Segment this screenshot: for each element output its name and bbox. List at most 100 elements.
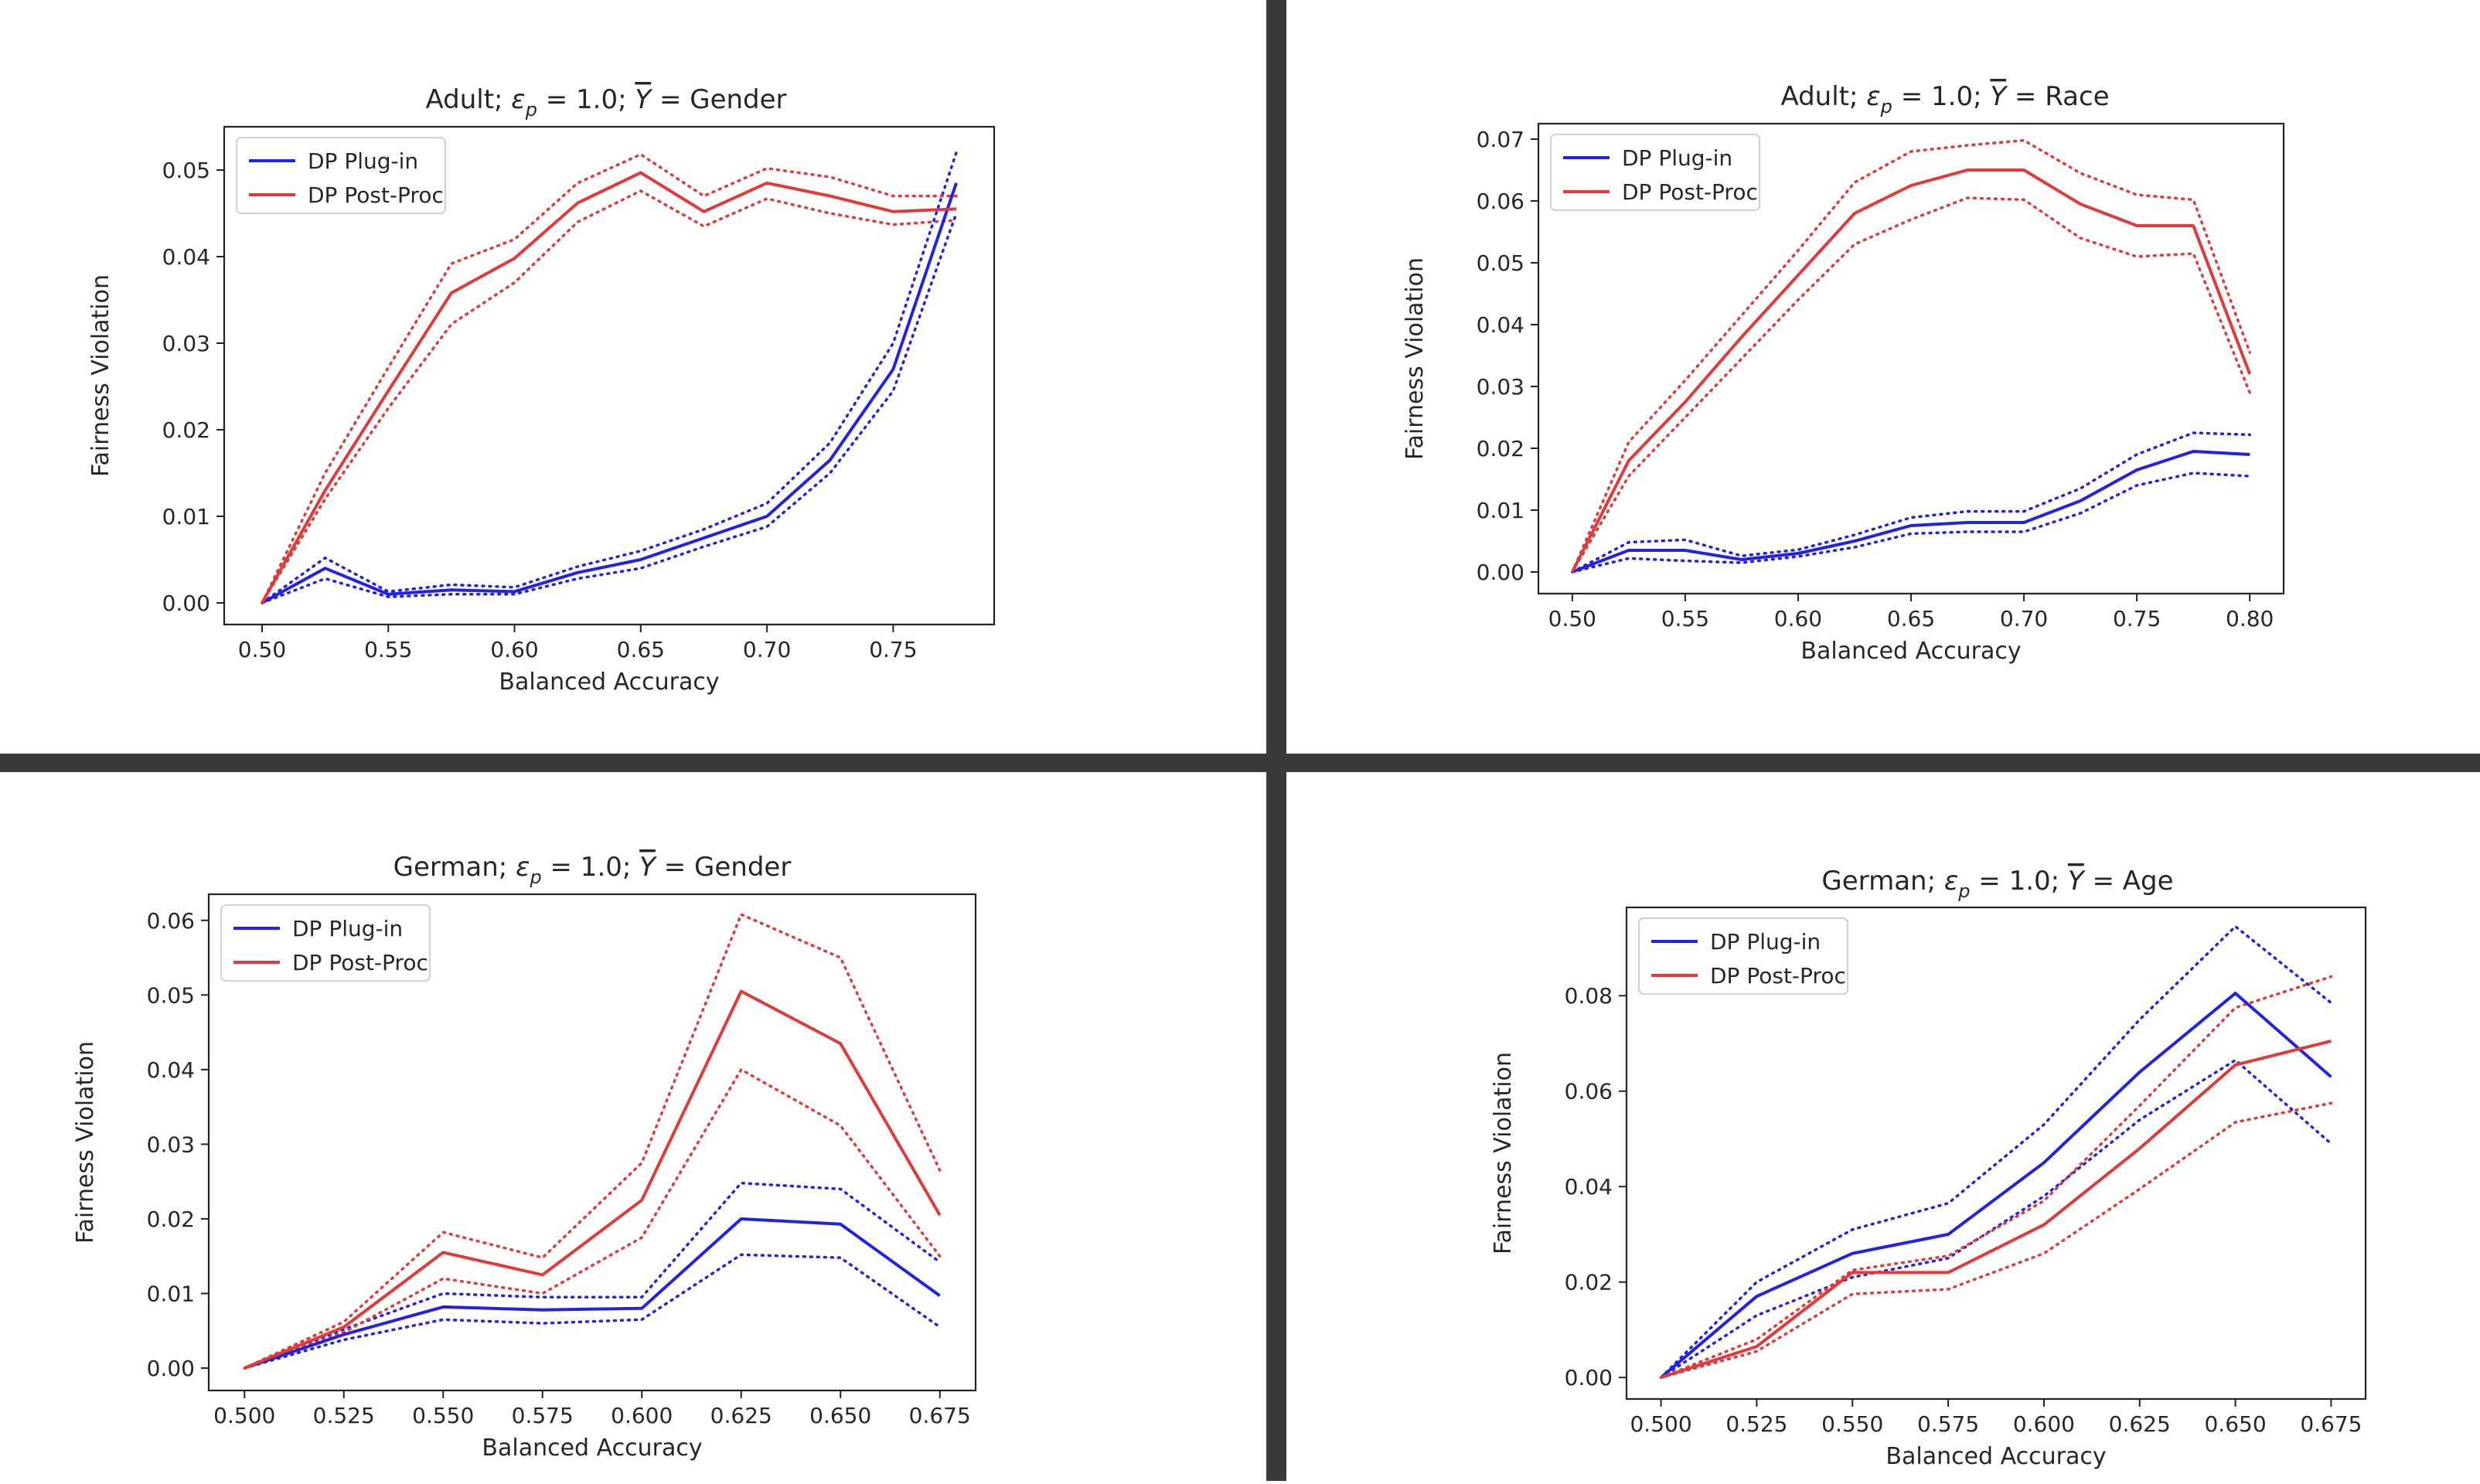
- legend-label-plugin: DP Plug-in: [292, 916, 403, 941]
- legend-label-plugin: DP Plug-in: [308, 148, 418, 174]
- postproc-series-line: [1571, 168, 2252, 573]
- x-tick-label: 0.675: [2300, 1411, 2362, 1437]
- x-axis-label: Balanced Accuracy: [499, 669, 719, 696]
- x-tick-label: 0.55: [364, 637, 412, 662]
- y-tick-label: 0.06: [147, 908, 195, 934]
- postproc-lower-band-line: [1571, 196, 2251, 574]
- y-tick-label: 0.00: [147, 1356, 195, 1381]
- x-tick-label: 0.50: [238, 637, 286, 662]
- postproc-upper-band-line: [1571, 138, 2251, 574]
- y-tick-label: 0.04: [147, 1057, 195, 1083]
- y-tick-label: 0.02: [1477, 436, 1524, 461]
- x-tick-label: 0.650: [2204, 1411, 2266, 1437]
- postproc-lower-band-line: [261, 189, 958, 604]
- x-tick-label: 0.50: [1548, 606, 1596, 631]
- postproc-series-line: [261, 171, 957, 604]
- plugin-lower-band-line: [243, 1253, 942, 1370]
- plot-frame: [223, 125, 996, 626]
- plot-frame: [1625, 906, 2367, 1401]
- x-tick-label: 0.65: [1887, 606, 1935, 631]
- x-tick-label: 0.60: [490, 637, 538, 662]
- postproc-upper-band-line: [261, 152, 958, 604]
- plugin-lower-band-line: [1571, 471, 2251, 574]
- chart-svg: German; εp = 1.0; Y = Gender 0.500 0.525 0.…: [72, 852, 977, 1462]
- y-tick-label: 0.05: [162, 158, 210, 183]
- chart-svg: Adult; εp = 1.0; Y = Race 0.50 0.55 0.60 0.6…: [1402, 81, 2285, 665]
- postproc-lower-band-line: [243, 1067, 942, 1370]
- y-tick-label: 0.07: [1477, 127, 1524, 152]
- y-tick-label: 0.04: [162, 244, 210, 270]
- plugin-series-line: [1660, 992, 2332, 1379]
- chart-title: German; εp = 1.0; Y = Age: [1821, 866, 2173, 902]
- plugin-series-line: [244, 1217, 941, 1370]
- x-axis-label: Balanced Accuracy: [482, 1435, 702, 1462]
- plugin-upper-band-line: [1571, 431, 2251, 574]
- x-tick-label: 0.600: [611, 1403, 673, 1428]
- plugin-upper-band-line: [1659, 924, 2333, 1379]
- x-tick-label: 0.65: [617, 637, 665, 662]
- plugin-lower-band-line: [261, 212, 958, 604]
- plugin-lower-band-line: [1659, 1058, 2333, 1379]
- postproc-series-line: [244, 989, 942, 1370]
- y-tick-label: 0.06: [1565, 1079, 1613, 1104]
- postproc-upper-band-line: [243, 912, 942, 1370]
- y-axis-label: Fairness Violation: [1402, 257, 1429, 460]
- chart-panel-german-age: German; εp = 1.0; Y = Age 0.500 0.525 0.550…: [1286, 772, 2480, 1481]
- postproc-series-line: [1660, 1039, 2332, 1380]
- chart-title: German; εp = 1.0; Y = Gender: [393, 852, 792, 888]
- chart-svg: German; εp = 1.0; Y = Age 0.500 0.525 0.550…: [1490, 866, 2367, 1470]
- x-tick-label: 0.80: [2226, 606, 2274, 631]
- x-tick-label: 0.600: [2013, 1411, 2075, 1437]
- y-tick-label: 0.01: [162, 504, 210, 529]
- y-tick-label: 0.08: [1565, 983, 1613, 1009]
- y-tick-label: 0.00: [1565, 1365, 1613, 1390]
- legend-label-postproc: DP Post-Proc: [308, 182, 444, 208]
- y-axis-label: Fairness Violation: [72, 1041, 99, 1244]
- plugin-upper-band-line: [243, 1181, 942, 1370]
- legend-label-postproc: DP Post-Proc: [1622, 179, 1758, 205]
- vertical-divider: [1266, 0, 1286, 1481]
- x-tick-label: 0.75: [869, 637, 917, 662]
- x-tick-label: 0.650: [809, 1403, 871, 1428]
- x-tick-label: 0.550: [412, 1403, 474, 1428]
- horizontal-divider: [0, 754, 2480, 772]
- postproc-upper-band-line: [1659, 975, 2333, 1379]
- x-tick-label: 0.55: [1661, 606, 1709, 631]
- plugin-series-line: [1572, 450, 2250, 574]
- chart-title: Adult; εp = 1.0; Y = Gender: [425, 84, 786, 121]
- x-tick-label: 0.625: [710, 1403, 772, 1428]
- y-tick-label: 0.02: [147, 1207, 195, 1232]
- y-tick-label: 0.06: [1477, 189, 1524, 214]
- x-tick-label: 0.500: [213, 1403, 275, 1428]
- y-axis-label: Fairness Violation: [87, 274, 114, 477]
- legend-label-plugin: DP Plug-in: [1710, 929, 1821, 955]
- y-tick-label: 0.03: [162, 331, 210, 356]
- legend-label-postproc: DP Post-Proc: [292, 950, 428, 975]
- chart-panel-adult-gender: Adult; εp = 1.0; Y = Gender 0.50 0.55 0.60 0…: [0, 0, 1266, 754]
- y-tick-label: 0.03: [1477, 374, 1524, 400]
- x-tick-label: 0.525: [313, 1403, 375, 1428]
- y-tick-label: 0.01: [147, 1281, 195, 1306]
- y-tick-label: 0.04: [1477, 312, 1524, 338]
- x-tick-label: 0.70: [743, 637, 791, 662]
- x-tick-label: 0.625: [2109, 1411, 2171, 1437]
- x-tick-label: 0.675: [909, 1403, 971, 1428]
- y-tick-label: 0.00: [1477, 560, 1524, 585]
- x-tick-label: 0.500: [1630, 1411, 1691, 1437]
- x-tick-label: 0.70: [2000, 606, 2048, 631]
- y-tick-label: 0.02: [162, 417, 210, 443]
- plot-frame: [207, 893, 977, 1392]
- x-tick-label: 0.550: [1821, 1411, 1883, 1437]
- legend-label-plugin: DP Plug-in: [1622, 145, 1732, 171]
- y-tick-label: 0.02: [1565, 1270, 1613, 1295]
- plugin-series-line: [261, 182, 958, 604]
- chart-title: Adult; εp = 1.0; Y = Race: [1780, 81, 2109, 117]
- chart-panel-german-gender: German; εp = 1.0; Y = Gender 0.500 0.525 0.…: [0, 772, 1266, 1481]
- x-axis-label: Balanced Accuracy: [1886, 1443, 2106, 1470]
- chart-panel-adult-race: Adult; εp = 1.0; Y = Race 0.50 0.55 0.60 0.6…: [1286, 0, 2480, 754]
- y-tick-label: 0.05: [1477, 250, 1524, 276]
- y-tick-label: 0.03: [147, 1132, 195, 1157]
- x-tick-label: 0.60: [1774, 606, 1822, 631]
- y-tick-label: 0.01: [1477, 498, 1524, 523]
